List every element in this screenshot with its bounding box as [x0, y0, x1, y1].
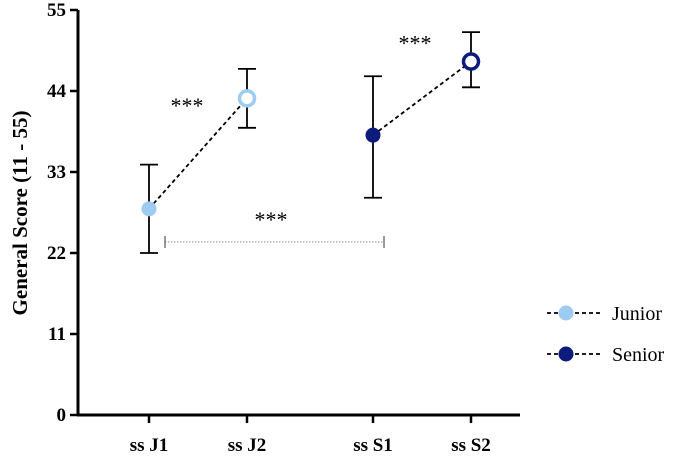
significance-label: *** — [399, 31, 432, 56]
legend-marker — [558, 346, 574, 362]
y-tick-label: 55 — [47, 0, 66, 21]
data-point — [141, 201, 157, 217]
significance-label: *** — [171, 93, 204, 118]
y-tick-label: 33 — [47, 162, 66, 183]
legend-label: Junior — [612, 303, 662, 325]
legend-marker — [558, 305, 574, 321]
data-point — [461, 52, 481, 71]
y-tick-label: 0 — [57, 405, 67, 426]
y-tick-label: 22 — [47, 243, 66, 264]
y-tick-label: 11 — [48, 324, 66, 345]
significance-label: *** — [255, 207, 288, 232]
series-line — [372, 60, 472, 136]
series-line — [148, 97, 248, 210]
data-point — [365, 127, 381, 143]
x-tick-label: ss J2 — [228, 435, 267, 456]
x-tick-label: ss J1 — [130, 435, 169, 456]
y-axis-title: General Score (11 - 55) — [8, 111, 32, 316]
legend-label: Senior — [612, 344, 665, 366]
data-point — [237, 89, 257, 108]
x-tick-label: ss S1 — [353, 435, 393, 456]
x-tick-label: ss S2 — [451, 435, 491, 456]
y-tick-label: 44 — [47, 81, 67, 102]
